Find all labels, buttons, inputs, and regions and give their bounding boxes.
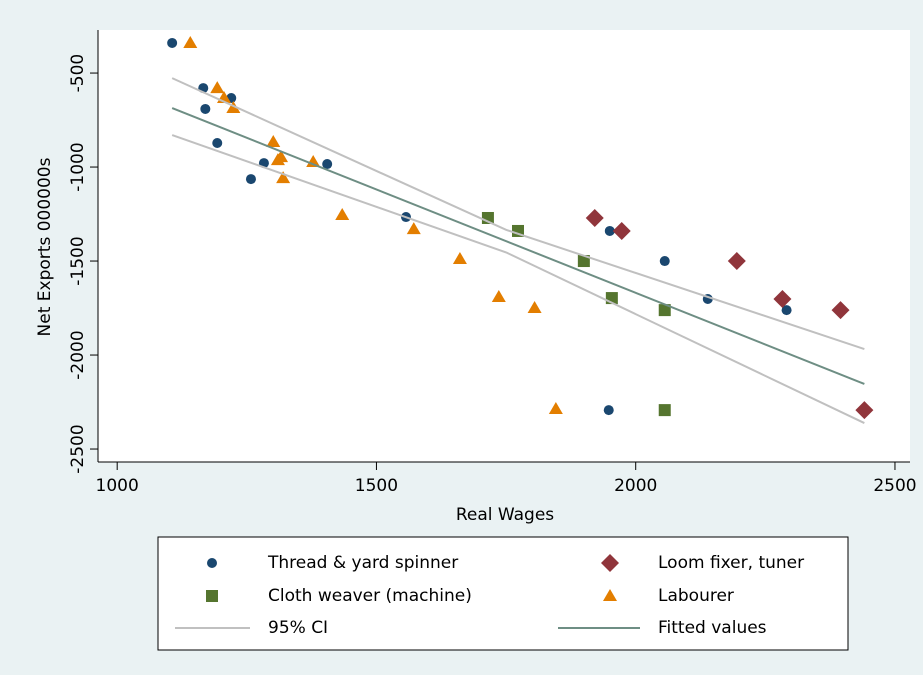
point [773,290,792,309]
y-axis-label: Net Exports 000000s [35,157,55,336]
point [831,301,850,320]
y-tick-label: -2000 [68,330,88,379]
x-tick-label: 1500 [355,476,398,496]
point [306,154,321,167]
legend [157,536,849,651]
point [527,301,542,314]
point [167,37,178,48]
legend-marker [206,590,218,602]
legend-marker [601,554,619,572]
point [577,255,590,268]
x-axis-label: Real Wages [456,505,554,525]
point [212,137,223,148]
legend-label: Cloth weaver (machine) [268,586,472,606]
point [659,256,670,267]
point [276,171,291,184]
legend-label: 95% CI [268,618,328,638]
point [210,81,225,94]
point [183,35,198,48]
legend-marker [207,558,217,568]
x-tick-label: 2500 [873,476,916,496]
x-tick-label: 2000 [614,476,657,496]
point [491,289,506,302]
point [266,135,281,148]
point [322,159,333,170]
legend-marker [603,589,617,601]
point [603,405,614,416]
fit-line [171,77,865,350]
y-tick-label: -1500 [68,236,88,285]
point [406,222,421,235]
legend-label: Thread & yard spinner [267,553,458,573]
point [658,404,671,417]
point [548,401,563,414]
y-tick-label: -2500 [68,424,88,473]
point [604,225,615,236]
y-tick-label: -500 [68,54,88,93]
legend-label: Labourer [658,586,734,606]
point [585,208,604,227]
legend-label: Loom fixer, tuner [658,553,804,573]
point [781,305,792,316]
point [452,251,467,264]
point [658,304,671,317]
x-tick-label: 1000 [96,476,139,496]
plot-area [98,30,910,462]
point [274,150,289,163]
point [727,252,746,271]
legend-label: Fitted values [658,618,767,638]
fit-line [171,134,865,424]
point [245,174,256,185]
point [200,103,211,114]
point [855,401,874,420]
point [335,207,350,220]
point [612,221,631,240]
fit-line [171,107,865,385]
y-tick-label: -1000 [68,142,88,191]
